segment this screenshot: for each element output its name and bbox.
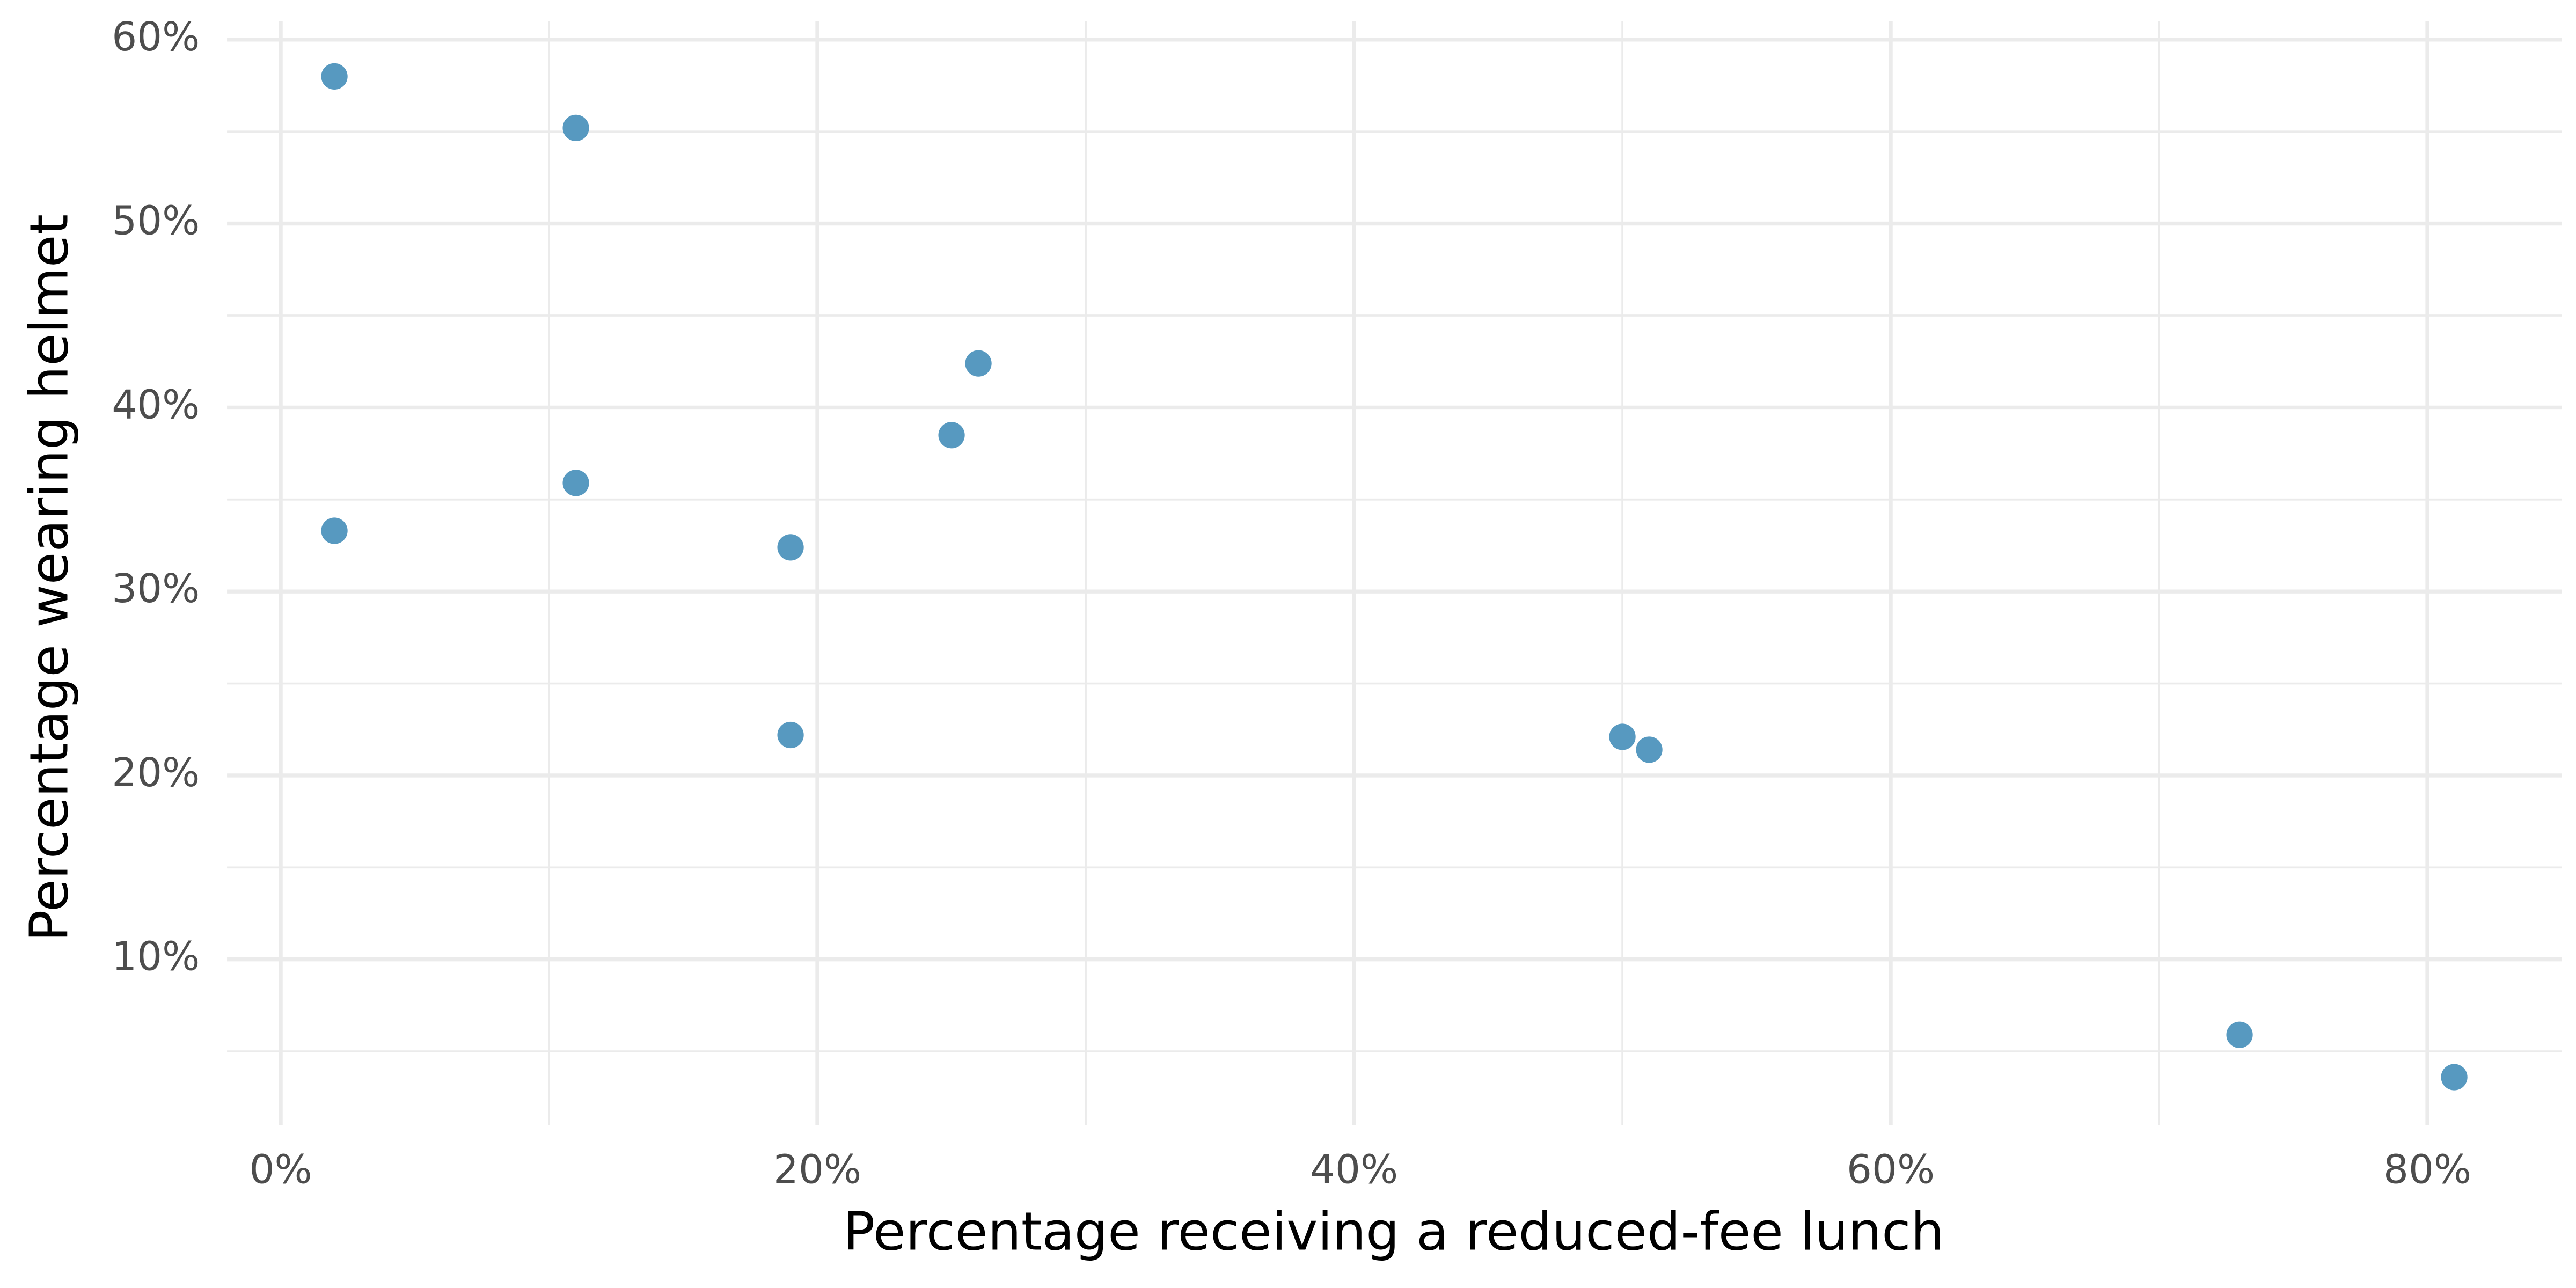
x-tick-label: 40%: [1310, 1147, 1398, 1193]
point: [938, 422, 965, 449]
point: [1609, 723, 1636, 750]
point: [2226, 1021, 2253, 1048]
point: [965, 350, 992, 377]
point: [321, 63, 348, 90]
point: [1636, 736, 1663, 763]
point: [562, 470, 589, 496]
points: [321, 63, 2468, 1091]
point: [2441, 1064, 2468, 1091]
point: [562, 114, 589, 141]
x-tick-label: 60%: [1847, 1147, 1935, 1193]
grid: [227, 21, 2562, 1125]
point: [777, 721, 804, 749]
y-tick-label: 30%: [112, 566, 200, 612]
y-tick-label: 40%: [112, 382, 200, 428]
y-tick-label: 50%: [112, 198, 200, 244]
x-tick-label: 80%: [2383, 1147, 2471, 1193]
x-tick-label: 0%: [250, 1147, 312, 1193]
x-axis-title: Percentage receiving a reduced-fee lunch: [843, 1201, 1944, 1262]
y-tick-label: 20%: [112, 750, 200, 796]
point: [321, 517, 348, 544]
x-tick-label: 20%: [773, 1147, 861, 1193]
y-axis-title: Percentage wearing helmet: [19, 214, 80, 942]
point: [777, 534, 804, 561]
y-tick-label: 60%: [112, 14, 200, 60]
y-tick-label: 10%: [112, 934, 200, 980]
